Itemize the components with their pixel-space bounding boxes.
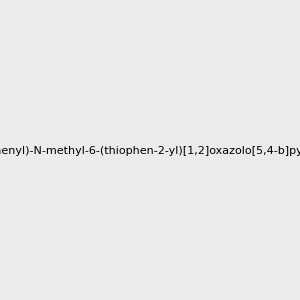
Text: N-butyl-3-(2-fluorophenyl)-N-methyl-6-(thiophen-2-yl)[1,2]oxazolo[5,4-b]pyridine: N-butyl-3-(2-fluorophenyl)-N-methyl-6-(t…: [0, 146, 300, 157]
